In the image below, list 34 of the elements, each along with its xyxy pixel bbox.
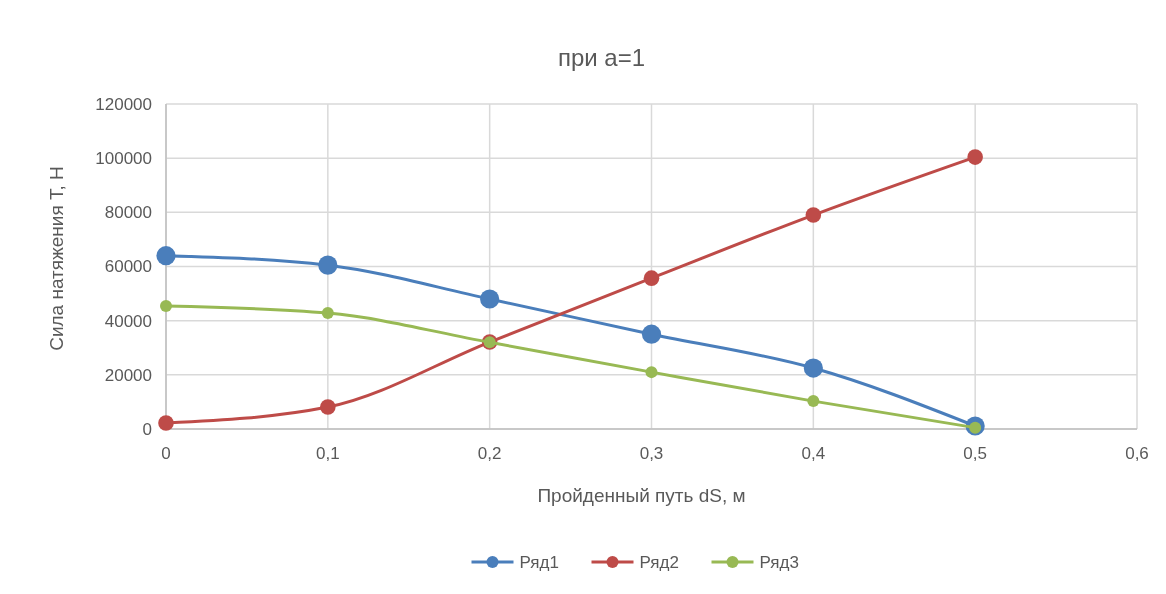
y-axis-title: Сила натяжения T, Н: [46, 166, 67, 351]
point: [967, 149, 983, 165]
x-tick-label: 0,3: [639, 444, 664, 463]
y-tick-label: 40000: [104, 311, 152, 331]
point: [480, 289, 500, 309]
chart-title: при а=1: [557, 44, 646, 71]
legend-label: Ряд2: [639, 552, 679, 572]
y-tick-label: 0: [142, 419, 152, 439]
x-tick-label: 0,4: [801, 444, 826, 463]
x-tick-label: 0,5: [963, 444, 987, 463]
point: [645, 366, 658, 379]
point: [160, 300, 172, 313]
point: [803, 358, 823, 378]
y-tick-label: 20000: [104, 365, 152, 385]
x-tick-label: 0,6: [1125, 444, 1149, 463]
point: [321, 307, 334, 320]
point: [807, 395, 820, 408]
point: [156, 246, 176, 266]
y-tick-label: 80000: [104, 203, 152, 223]
point: [318, 255, 338, 275]
y-tick-label: 100000: [95, 149, 152, 169]
point: [641, 324, 662, 344]
x-tick-label: 0: [161, 444, 171, 463]
point: [320, 399, 336, 415]
point: [643, 270, 660, 286]
x-tick-label: 0,2: [477, 444, 502, 463]
y-tick-label: 60000: [104, 257, 152, 277]
y-tick-label: 120000: [95, 94, 152, 114]
point: [158, 415, 174, 431]
x-axis-title: Пройденный путь dS, м: [537, 485, 746, 506]
x-tick-label: 0,1: [316, 444, 340, 463]
legend-label: Ряд3: [759, 552, 799, 572]
legend-label: Ряд1: [519, 552, 559, 572]
point: [805, 207, 822, 223]
